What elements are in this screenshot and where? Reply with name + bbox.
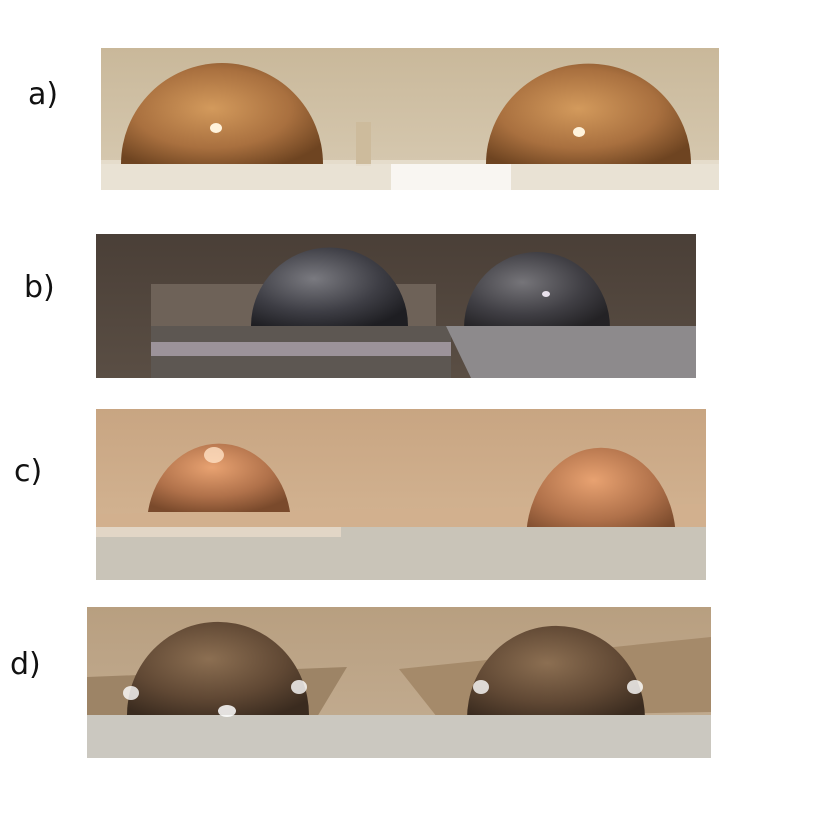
droplet-left (121, 63, 323, 164)
panel-b-label: b) (24, 270, 55, 305)
panel-d-photo (87, 607, 711, 758)
panel-d-label: d) (10, 647, 41, 682)
panel-c-label: c) (14, 454, 43, 489)
panel-b-photo (96, 234, 696, 378)
panel-a-label: a) (28, 77, 59, 112)
droplet-right (486, 63, 691, 164)
panel-c-photo (96, 409, 706, 580)
panel-a-photo (101, 48, 719, 190)
